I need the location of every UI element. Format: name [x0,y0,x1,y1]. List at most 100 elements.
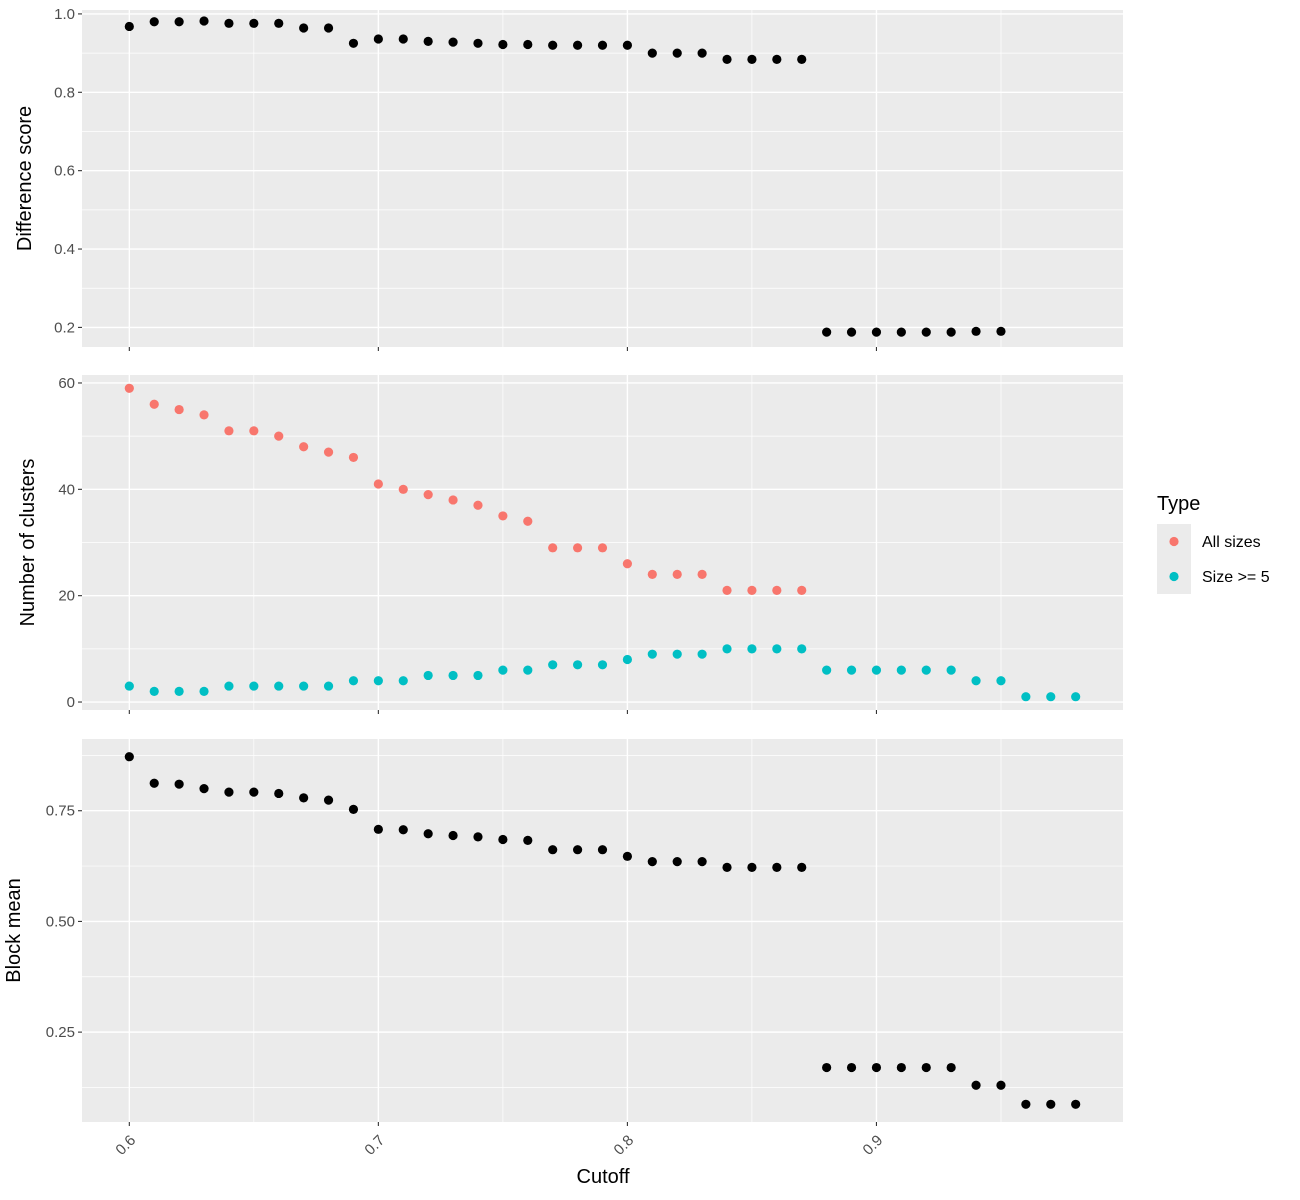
legend-label-all-sizes: All sizes [1202,534,1261,551]
data-point [174,686,184,696]
data-point [199,410,209,420]
data-point [124,681,134,691]
data-point [697,857,707,867]
data-point [647,569,657,580]
data-point [597,660,608,670]
data-point [373,824,383,834]
data-point [323,681,334,691]
data-point [249,787,259,797]
data-point [921,1062,931,1073]
data-point [722,644,732,654]
data-point [274,681,284,691]
data-point [822,1062,832,1073]
data-point [622,654,633,665]
x-tick-label: 0.7 [361,1132,388,1159]
legend-label-size-5: Size >= 5 [1202,569,1270,586]
data-point [597,543,608,553]
data-point [697,649,707,659]
data-point [747,54,757,64]
data-point [971,326,981,336]
data-point [149,778,159,788]
data-point [348,804,359,815]
data-point [722,54,732,64]
data-point [398,34,408,44]
y-tick-label: 0.6 [54,163,75,180]
series-clusters-1 [124,644,1081,702]
data-point [747,862,757,873]
data-point [1021,692,1031,702]
data-point [398,676,408,686]
data-point [448,670,458,681]
data-point [548,845,558,855]
data-point [149,399,159,409]
data-point [747,585,757,595]
data-point [473,38,483,48]
data-point [946,327,956,337]
data-point [697,48,707,58]
data-point [971,676,981,686]
data-point [373,34,383,44]
x-tick-label: 0.9 [860,1132,887,1159]
y-tick-label: 0.75 [46,803,75,820]
data-point [896,1062,906,1073]
data-point [996,1080,1006,1090]
data-point [299,793,309,803]
y-tick-label: 0 [67,694,75,711]
data-point [199,686,209,696]
data-point [772,862,782,873]
data-point [871,327,882,337]
data-point [149,686,159,696]
y-tick-label: 0.8 [54,84,75,101]
y-tick-label: 40 [58,481,75,498]
data-point [1071,692,1081,702]
y-tick-label: 1.0 [54,6,75,23]
data-point [423,490,433,500]
data-point [572,543,583,553]
y-tick-label: 0.50 [46,913,75,930]
data-point [274,788,284,799]
data-point [548,543,558,553]
data-point [672,48,682,58]
data-point [498,511,508,521]
data-point [473,832,483,842]
data-point [896,327,906,337]
panel-blockmean: 0.25 0.50 0.75 Block mean [3,739,1123,1126]
data-point [323,795,334,805]
data-point [921,665,931,675]
legend-dot-all-sizes [1169,536,1179,547]
data-point [423,670,433,681]
y-tick-label: 20 [58,588,75,605]
data-point [871,665,882,675]
data-point [722,862,732,873]
data-point [1071,1099,1081,1109]
data-point [373,479,383,489]
y-tick-label: 0.2 [54,319,75,336]
data-point [448,495,458,505]
data-point [1046,1099,1056,1109]
panel-clusters: 0 20 40 60 Number of clusters [17,375,1123,714]
data-point [199,16,209,26]
data-point [946,665,956,675]
data-point [299,23,309,33]
data-point [423,36,433,46]
legend-title: Type [1157,493,1200,515]
data-point [572,660,583,670]
data-point [622,40,633,50]
data-point [722,585,732,595]
data-point [797,644,807,654]
data-point [174,779,184,789]
data-point [224,787,234,797]
data-point [672,649,682,659]
data-point [274,431,284,441]
data-point [398,825,408,835]
y-axis-title: Difference score [14,106,36,251]
data-point [348,676,359,686]
x-tick-label: 0.8 [611,1132,638,1159]
data-point [697,569,707,580]
data-point [523,39,533,50]
data-point [772,644,782,654]
data-point [498,834,508,845]
data-point [597,40,608,50]
series-blockmean-0 [124,752,1081,1109]
